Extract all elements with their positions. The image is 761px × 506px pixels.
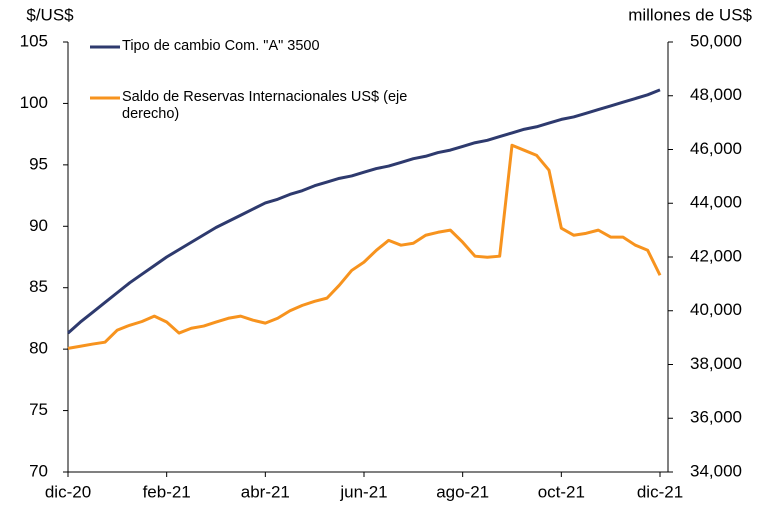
y-tick-label: 85 [29, 277, 48, 296]
legend-entry: Tipo de cambio Com. "A" 3500 [122, 38, 320, 54]
y2-tick-label: 44,000 [690, 193, 742, 212]
x-tick-label: jun-21 [339, 482, 387, 501]
legend-label: Saldo de Reservas Internacionales US$ (e… [122, 89, 408, 122]
y-axis-label: $/US$ [26, 5, 74, 24]
x-tick-label: ago-21 [436, 482, 489, 501]
y-tick-label: 70 [29, 461, 48, 480]
y2-axis-label: millones de US$ [628, 5, 752, 24]
legend-label: Tipo de cambio Com. "A" 3500 [122, 38, 320, 54]
y2-tick-label: 34,000 [690, 461, 742, 480]
y-tick-label: 75 [29, 400, 48, 419]
x-tick-label: feb-21 [143, 482, 191, 501]
y-tick-label: 90 [29, 216, 48, 235]
x-tick-label: dic-20 [45, 482, 91, 501]
y2-tick-label: 40,000 [690, 300, 742, 319]
y2-tick-label: 36,000 [690, 408, 742, 427]
y-tick-label: 105 [20, 31, 48, 50]
y-tick-label: 80 [29, 339, 48, 358]
y2-tick-label: 48,000 [690, 85, 742, 104]
series-line [66, 88, 661, 335]
y2-tick-label: 50,000 [690, 31, 742, 50]
y2-tick-label: 46,000 [690, 139, 742, 158]
legend-entry: Saldo de Reservas Internacionales US$ (e… [122, 89, 408, 122]
x-tick-label: dic-21 [637, 482, 683, 501]
y2-tick-label: 38,000 [690, 354, 742, 373]
x-tick-label: abr-21 [241, 482, 290, 501]
x-tick-label: oct-21 [538, 482, 585, 501]
y2-tick-label: 42,000 [690, 246, 742, 265]
y-tick-label: 95 [29, 154, 48, 173]
y-tick-label: 100 [20, 93, 48, 112]
series-line [67, 143, 662, 350]
